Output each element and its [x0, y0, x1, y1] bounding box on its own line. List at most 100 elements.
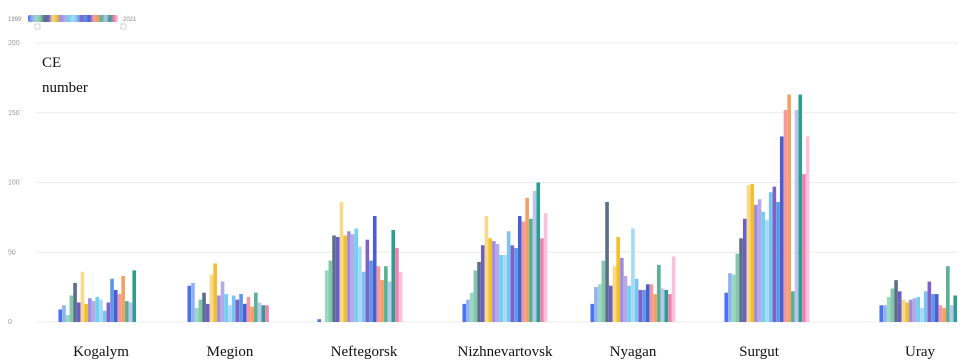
- bar-megion-2008: [220, 281, 225, 322]
- bar-group-kogalym: [58, 270, 137, 322]
- y-tick-label: 200: [8, 40, 20, 47]
- bar-neftegorsk-2012: [365, 239, 370, 322]
- year-range-legend[interactable]: 1999 2021: [8, 15, 137, 30]
- bar-uray-2013: [931, 294, 935, 322]
- bar-kogalym-2007: [88, 298, 92, 322]
- bar-nyagan-2020: [668, 294, 672, 322]
- bar-nizhnevartovsk-2005: [484, 215, 489, 322]
- y-axis-label-line-2: number: [42, 80, 88, 96]
- bar-kogalym-2017: [125, 301, 129, 322]
- bar-surgut-2018: [794, 109, 799, 323]
- bar-megion-2005: [209, 274, 214, 322]
- bar-nizhnevartovsk-2019: [536, 182, 541, 322]
- bar-uray-2014: [934, 294, 939, 322]
- bar-neftegorsk-2002: [328, 260, 333, 322]
- bar-kogalym-2011: [102, 310, 107, 322]
- bar-neftegorsk-2001: [324, 270, 329, 322]
- bar-nizhnevartovsk-2004: [480, 245, 485, 322]
- bar-surgut-2005: [746, 185, 751, 322]
- bar-megion-2001: [194, 308, 199, 322]
- bar-nizhnevartovsk-2003: [477, 262, 481, 322]
- bar-neftegorsk-2017: [384, 266, 388, 322]
- bar-nyagan-2011: [634, 278, 639, 322]
- bar-megion-2015: [246, 296, 251, 322]
- bar-surgut-2011: [768, 192, 773, 322]
- bar-nizhnevartovsk-2014: [517, 215, 522, 322]
- bar-nizhnevartovsk-2021: [543, 213, 548, 322]
- bar-nyagan-2009: [627, 285, 632, 322]
- legend-end-handle[interactable]: [120, 23, 127, 30]
- bar-kogalym-2004: [76, 302, 81, 322]
- bar-megion-2018: [257, 302, 262, 322]
- bar-kogalym-2015: [117, 294, 122, 322]
- bar-nyagan-2018: [660, 288, 665, 322]
- bar-uray-2008: [912, 298, 917, 322]
- category-label-neftegorsk: Neftegorsk: [331, 344, 398, 360]
- bar-nizhnevartovsk-2018: [532, 190, 537, 322]
- bar-megion-2007: [217, 295, 221, 322]
- bar-nyagan-2021: [671, 256, 676, 322]
- category-label-nyagan: Nyagan: [610, 344, 657, 360]
- y-tick-label: 100: [8, 180, 20, 187]
- bar-surgut-2016: [787, 94, 791, 323]
- bar-kogalym-2019: [132, 270, 137, 322]
- bar-neftegorsk-2020: [395, 248, 399, 322]
- legend-start-handle[interactable]: [34, 23, 41, 30]
- bar-nyagan-2008: [623, 275, 628, 322]
- bar-group-surgut: [724, 94, 810, 323]
- bar-neftegorsk-2014: [372, 215, 377, 322]
- bar-nyagan-2001: [597, 284, 602, 322]
- bar-neftegorsk-1999: [317, 319, 322, 322]
- y-tick-label: 50: [8, 249, 16, 256]
- bar-surgut-2010: [765, 220, 769, 322]
- bar-nyagan-2002: [601, 260, 606, 322]
- bar-surgut-2019: [798, 94, 803, 323]
- bar-megion-2000: [191, 282, 195, 322]
- bar-nizhnevartovsk-2020: [540, 238, 544, 322]
- bar-surgut-2017: [791, 291, 795, 322]
- bar-uray-2001: [886, 296, 891, 322]
- bar-megion-2006: [213, 263, 217, 322]
- bar-uray-2004: [897, 291, 902, 322]
- bar-nyagan-2017: [657, 264, 661, 322]
- bar-nizhnevartovsk-2008: [495, 243, 500, 322]
- bar-uray-2005: [901, 299, 906, 322]
- category-labels: Kogalym Megion Neftegorsk Nizhnevartovsk Nya…: [73, 344, 935, 360]
- bar-neftegorsk-2003: [332, 235, 336, 322]
- category-label-megion: Megion: [207, 344, 254, 360]
- bar-kogalym-1999: [58, 309, 63, 322]
- bar-surgut-2012: [772, 186, 777, 322]
- bar-megion-2004: [205, 303, 210, 322]
- bar-nyagan-2007: [620, 257, 624, 322]
- bar-nizhnevartovsk-2010: [503, 255, 507, 322]
- bar-megion-1999: [187, 285, 192, 322]
- bar-megion-2009: [224, 294, 229, 322]
- bar-nyagan-2016: [653, 294, 657, 322]
- bar-uray-2011: [923, 291, 928, 322]
- bar-uray-2010: [920, 308, 924, 322]
- bar-kogalym-2008: [91, 301, 96, 322]
- bar-surgut-2000: [728, 273, 732, 322]
- bar-surgut-2021: [805, 136, 810, 322]
- bar-megion-2012: [235, 299, 240, 322]
- bar-nizhnevartovsk-2009: [499, 255, 504, 322]
- bar-group-nizhnevartovsk: [462, 182, 548, 322]
- bar-kogalym-2005: [80, 271, 85, 322]
- bar-kogalym-2009: [95, 296, 100, 322]
- bar-neftegorsk-2004: [335, 236, 340, 322]
- bar-nizhnevartovsk-2002: [473, 270, 478, 322]
- bar-neftegorsk-2010: [358, 246, 362, 322]
- bar-kogalym-2018: [128, 302, 133, 322]
- bar-nyagan-2015: [649, 284, 654, 322]
- legend-gradient-bar[interactable]: [28, 15, 118, 22]
- bar-uray-2002: [890, 288, 895, 322]
- bar-nyagan-2012: [638, 289, 643, 322]
- bar-surgut-2001: [731, 274, 736, 322]
- bar-nizhnevartovsk-2013: [514, 248, 518, 322]
- bar-neftegorsk-2013: [369, 260, 373, 322]
- bar-uray-2019: [953, 295, 958, 322]
- bar-group-uray: [879, 266, 958, 322]
- bar-nyagan-2010: [631, 228, 635, 322]
- bar-uray-2003: [894, 280, 898, 322]
- bar-uray-2007: [909, 299, 913, 322]
